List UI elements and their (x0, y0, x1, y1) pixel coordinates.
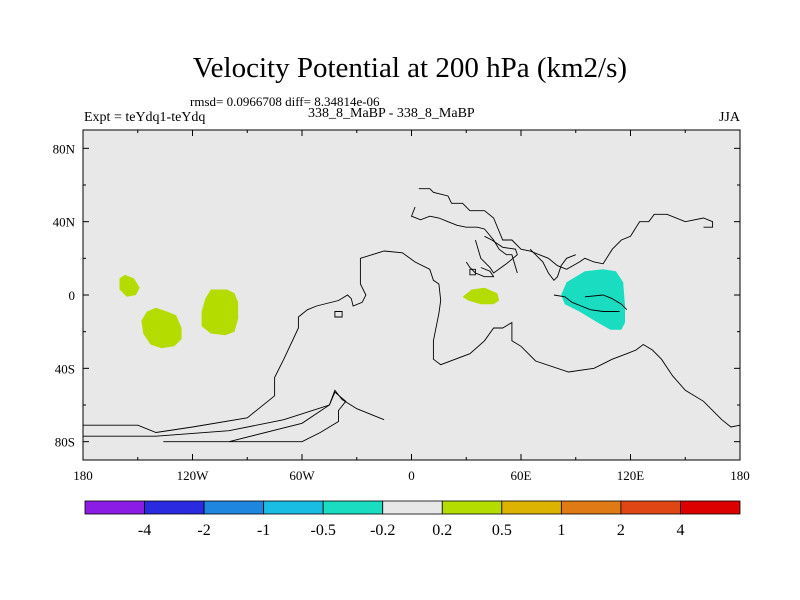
colorbar-label: 0.5 (492, 522, 512, 539)
colorbar-swatch (322, 500, 384, 515)
x-tick-label: 120W (177, 468, 210, 483)
anomaly-east-africa (462, 287, 500, 305)
anomaly-south-pacific-west (141, 307, 182, 349)
colorbar-swatch (680, 500, 741, 515)
colorbar-label: -4 (138, 522, 151, 539)
anomaly-indian-ocean-negative (561, 269, 625, 330)
colorbar-label: -1 (257, 522, 270, 539)
coastline-sea-island-north (465, 261, 495, 278)
coastline-eurasia (418, 188, 714, 270)
colorbar-label: -0.5 (311, 522, 336, 539)
axis-ticks: 180 120W 60W 0 60E 120E 180 80N 40N 0 40S 80S (53, 130, 750, 483)
coastline-layer (83, 188, 741, 443)
colorbar-swatch (263, 500, 324, 515)
island-indian-ocean-island (469, 268, 476, 276)
x-tick-label: 60E (511, 468, 532, 483)
colorbar-label: -2 (197, 522, 210, 539)
map-background (83, 130, 740, 460)
island-south-atlantic-island (334, 311, 343, 318)
y-tick-label: 40S (55, 361, 75, 376)
colorbar-swatch (441, 500, 503, 515)
coastline-southeast-asia-island (553, 294, 620, 312)
anomaly-south-pacific-east (201, 289, 239, 336)
stats-line: rmsd= 0.0966708 diff= 8.34814e-06 (190, 94, 380, 109)
coastline-indian-subcontinent (529, 248, 576, 281)
colorbar-swatch (84, 500, 145, 515)
colorbar-label: 4 (676, 522, 684, 539)
colorbar-swatch (203, 500, 265, 515)
experiment-label: Expt = teYdq1-teYdq (84, 110, 206, 125)
colorbar-swatch (144, 500, 205, 515)
x-tick-label: 0 (408, 468, 415, 483)
colorbar-label: -0.2 (370, 522, 395, 539)
case-label: 338_8_MaBP - 338_8_MaBP (308, 106, 475, 121)
y-tick-label: 80S (55, 435, 75, 450)
y-tick-label: 80N (53, 141, 76, 156)
colorbar-swatch (620, 500, 681, 515)
coastline-antarctic-peninsula (163, 391, 347, 443)
x-tick-label: 60W (289, 468, 315, 483)
y-tick-label: 0 (69, 288, 76, 303)
chart-title: Velocity Potential at 200 hPa (km2/s) (192, 52, 628, 84)
colorbar-swatch (560, 500, 622, 515)
season-label: JJA (718, 110, 740, 125)
x-tick-label: 180 (730, 468, 750, 483)
anomaly-layer (119, 269, 625, 349)
x-tick-label: 120E (617, 468, 645, 483)
coastline-west-pacific-land (584, 294, 628, 311)
colorbar-label: 1 (557, 522, 565, 539)
coastline-arabian-peninsula (474, 235, 518, 274)
coastline-mediterranean (410, 206, 518, 274)
colorbar-label: 2 (617, 522, 625, 539)
x-tick-label: 180 (73, 468, 93, 483)
anomaly-central-pacific-small (119, 274, 140, 297)
colorbar-swatch (382, 500, 443, 515)
coastline-south-america-and-antarctica (83, 250, 741, 433)
colorbar-swatch (501, 500, 562, 515)
y-tick-label: 40N (53, 215, 76, 230)
colorbar-label: 0.2 (432, 522, 452, 539)
colorbar: -4 -2 -1 -0.5 -0.2 0.2 0.5 1 2 4 (84, 500, 741, 539)
